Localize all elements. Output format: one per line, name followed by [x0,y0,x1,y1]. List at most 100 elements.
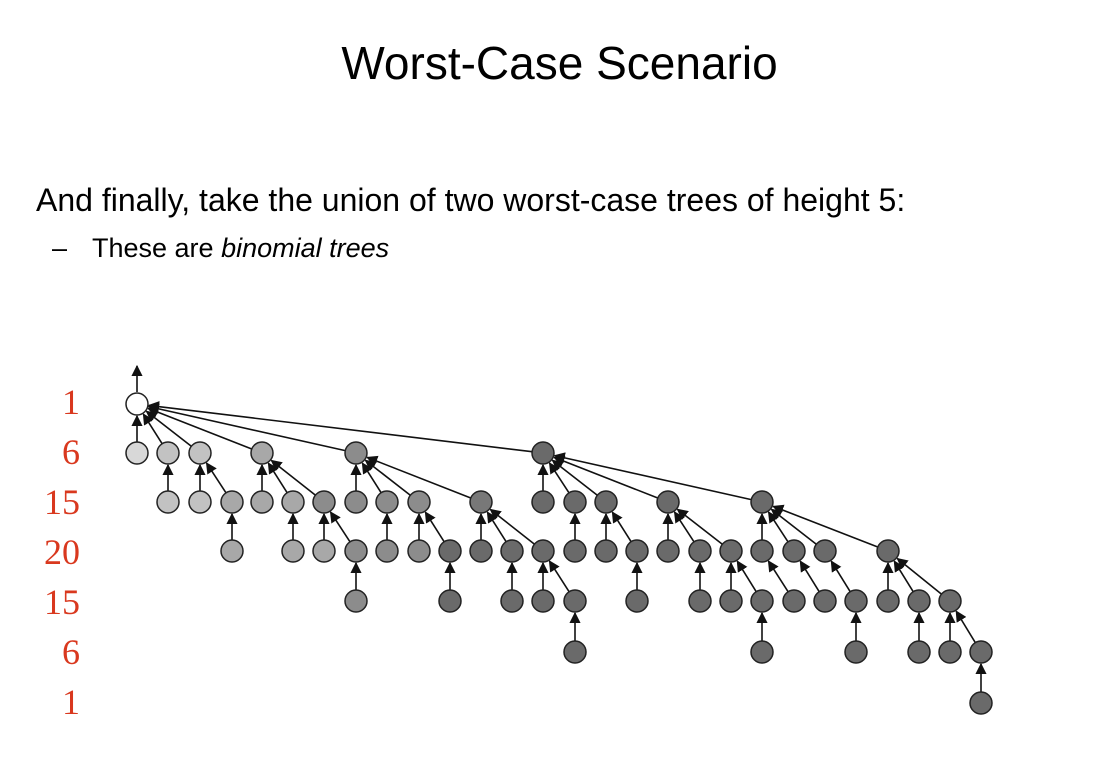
tree-node [656,539,680,563]
tree-node [594,490,618,514]
tree-node [438,539,462,563]
tree-node [625,539,649,563]
tree-node [469,490,493,514]
tree-node [375,539,399,563]
tree-node [625,589,649,613]
tree-node [969,640,993,664]
tree-edge [830,560,851,593]
tree-node [469,539,493,563]
tree-node [719,539,743,563]
tree-node [750,589,774,613]
tree-node [250,490,274,514]
tree-node [344,441,368,465]
level-count: 6 [62,432,80,472]
level-count: 1 [62,382,80,422]
tree-node [750,640,774,664]
tree-edge [553,452,752,501]
tree-node [782,589,806,613]
tree-node [531,441,555,465]
tree-node [531,490,555,514]
tree-node [907,640,931,664]
level-count: 1 [62,682,80,722]
tree-edge [329,511,351,543]
level-count: 6 [62,632,80,672]
tree-edge [799,560,820,593]
tree-node [344,490,368,514]
tree-edge [270,459,316,496]
tree-node [844,640,868,664]
tree-edge [772,504,879,548]
tree-node [563,539,587,563]
tree-node [156,441,180,465]
tree-edge [548,462,570,494]
tree-edge [147,406,253,450]
tree-node [407,539,431,563]
tree-node [907,589,931,613]
tree-node [876,539,900,563]
tree-edge [366,455,472,499]
tree-node [969,691,993,715]
level-count: 20 [44,532,80,572]
tree-node [438,589,462,613]
tree-node [220,539,244,563]
slide-title: Worst-Case Scenario [341,37,778,89]
tree-node [844,589,868,613]
tree-edge [736,560,757,593]
tree-edge [896,557,942,595]
tree-edge [676,508,723,545]
tree-edge [955,610,976,644]
tree-nodes [125,392,993,715]
tree-node [250,441,274,465]
tree-node [344,539,368,563]
tree-edge [361,462,382,494]
tree-node [344,589,368,613]
level-count: 15 [44,482,80,522]
tree-node [188,490,212,514]
tree-node [220,490,244,514]
level-count: 15 [44,582,80,622]
tree-node [876,589,900,613]
tree-edge [548,560,570,593]
tree-node [156,490,180,514]
tree-edge [489,508,535,545]
tree-node [813,589,837,613]
main-bullet: And finally, take the union of two worst… [36,182,906,218]
tree-node [500,589,524,613]
tree-node [688,589,712,613]
tree-edge [486,511,507,543]
tree-node [813,539,837,563]
tree-edge [767,560,789,593]
tree-edge [205,462,227,494]
tree-edge [147,401,533,453]
tree-edge [267,462,288,494]
tree-node [312,490,336,514]
tree-node [531,539,555,563]
tree-root-node [125,392,149,416]
tree-node [500,539,524,563]
sub-bullet-text: These are [92,233,222,263]
tree-node [312,539,336,563]
tree-node [938,640,962,664]
tree-node [563,589,587,613]
tree-edge [893,560,914,593]
tree-node [563,640,587,664]
tree-node [281,539,305,563]
sub-bullet-emphasis: binomial trees [221,233,390,263]
tree-edge [424,511,445,543]
tree-edge [142,413,163,445]
tree-edge [553,455,659,499]
tree-node [563,490,587,514]
dash-marker: – [52,233,68,263]
tree-edges [131,364,987,692]
tree-node [656,490,680,514]
tree-node [719,589,743,613]
tree-node [938,589,962,613]
tree-node [688,539,712,563]
sub-bullet: – These are binomial trees [52,233,389,264]
tree-node [407,490,431,514]
tree-node [750,490,774,514]
tree-edge [611,511,632,543]
tree-node [782,539,806,563]
tree-edge [767,511,789,543]
